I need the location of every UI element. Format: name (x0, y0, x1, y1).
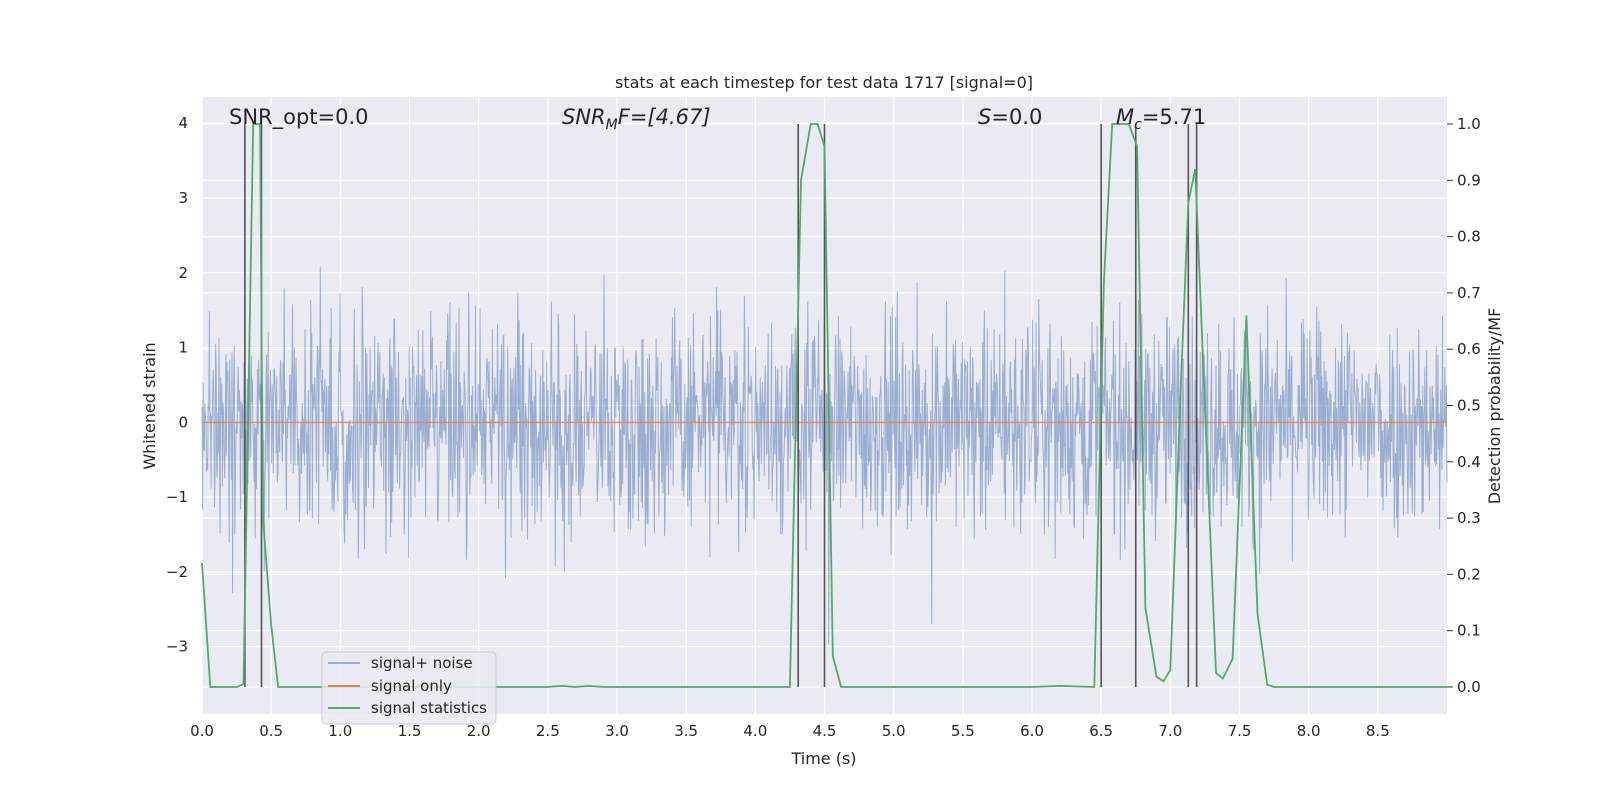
annotation-snr-opt: SNR_opt=0.0 (229, 105, 369, 130)
y-right-axis-label: Detection probability/MF (1485, 308, 1504, 505)
y-right-tick-label: 0.9 (1457, 171, 1481, 189)
x-axis-label: Time (s) (790, 749, 856, 768)
y-tick-label: 0 (178, 413, 188, 431)
y-tick-label: 3 (178, 189, 188, 207)
annotation-mc-value: =5.71 (1142, 105, 1206, 129)
x-tick-label: 8.5 (1366, 722, 1390, 740)
chart-title: stats at each timestep for test data 171… (615, 73, 1033, 92)
legend-label-signal: signal only (371, 677, 452, 695)
y-tick-label: 1 (178, 339, 188, 357)
x-tick-label: 5.5 (951, 722, 975, 740)
y-right-tick-label: 0.4 (1457, 453, 1481, 471)
y-right-tick-label: 0.0 (1457, 678, 1481, 696)
y-tick-label: −3 (166, 638, 188, 656)
x-tick-label: 3.5 (674, 722, 698, 740)
x-tick-label: 3.0 (605, 722, 629, 740)
annotation-mc: Mc=5.71 (1116, 105, 1206, 133)
y-tick-label: 2 (178, 264, 188, 282)
x-tick-label: 8.0 (1297, 722, 1321, 740)
annotation-mc-subscript: c (1134, 117, 1142, 133)
x-tick-label: 0.5 (259, 722, 283, 740)
legend-label-noise: signal+ noise (371, 654, 473, 672)
x-tick-label: 7.5 (1228, 722, 1252, 740)
y-tick-label: −1 (166, 488, 188, 506)
annotation-s-symbol: S (978, 105, 991, 129)
y-right-tick-label: 1.0 (1457, 115, 1481, 133)
annotation-mc-symbol: M (1116, 105, 1134, 129)
y-right-tick-label: 0.8 (1457, 228, 1481, 246)
x-tick-label: 6.5 (1089, 722, 1113, 740)
x-tick-label: 2.5 (536, 722, 560, 740)
x-tick-label: 0.0 (190, 722, 214, 740)
y-right-tick-label: 0.7 (1457, 284, 1481, 302)
y-right-tick-label: 0.3 (1457, 509, 1481, 527)
legend-label-stats: signal statistics (371, 699, 487, 717)
y-right-tick-label: 0.5 (1457, 397, 1481, 415)
annotation-snr-mf-symbol: SNR (562, 105, 606, 129)
x-tick-label: 4.0 (743, 722, 767, 740)
y-axis-label: Whitened strain (140, 342, 159, 469)
x-tick-label: 4.5 (813, 722, 837, 740)
x-tick-label: 6.0 (1020, 722, 1044, 740)
y-right-tick-label: 0.1 (1457, 622, 1481, 640)
x-tick-label: 1.0 (328, 722, 352, 740)
ticks: 0.0 0.5 1.0 1.5 2.0 2.5 3.0 3.5 4.0 4.5 5.0 5.5 6.0 6… (166, 114, 1481, 740)
x-tick-label: 1.5 (398, 722, 422, 740)
y-right-tick-label: 0.6 (1457, 340, 1481, 358)
y-tick-label: −2 (166, 563, 188, 581)
annotation-snr-mf: SNRMF=[4.67] (562, 105, 711, 133)
y-right-tick-label: 0.2 (1457, 565, 1481, 583)
y-tick-label: 4 (178, 114, 188, 132)
x-tick-label: 5.0 (882, 722, 906, 740)
annotation-snr-mf-subscript: M (606, 117, 618, 133)
x-tick-label: 2.0 (467, 722, 491, 740)
series-signal-statistics (201, 123, 1447, 688)
legend-box (321, 651, 497, 725)
annotation-s: S=0.0 (978, 105, 1042, 129)
x-tick-label: 7.0 (1158, 722, 1182, 740)
annotation-s-value: =0.0 (991, 105, 1042, 129)
annotation-snr-mf-value: F=[4.67] (618, 105, 711, 129)
legend: signal+ noise signal only signal statist… (321, 651, 497, 725)
